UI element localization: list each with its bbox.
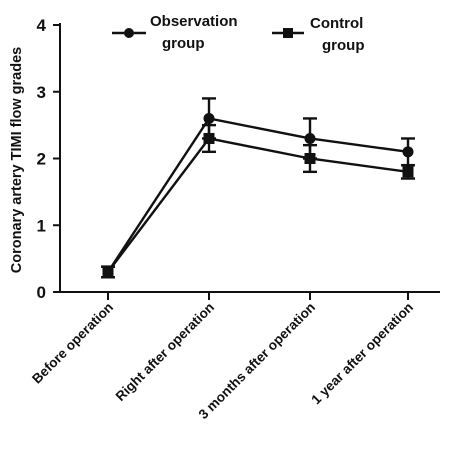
legend-item-observation: Observation group <box>112 13 238 52</box>
data-point-circle <box>304 132 316 144</box>
legend-item-control: Control group <box>272 15 365 54</box>
y-axis-label: Coronary artery TIMI flow grades <box>9 47 25 273</box>
x-tick-label: Before operation <box>29 300 116 387</box>
y-tick-label: 4 <box>37 16 47 35</box>
series-line-control <box>107 137 409 273</box>
legend-label-observation: Observation group <box>150 13 238 52</box>
legend-marker-circle-icon <box>124 28 134 38</box>
data-point-square <box>402 166 414 178</box>
data-point-circle <box>402 146 414 158</box>
series-line-observation <box>106 117 409 273</box>
x-tick-label: Right after operation <box>113 300 217 404</box>
data-point-square <box>304 153 316 164</box>
y-tick-label: 0 <box>37 283 46 302</box>
legend-label-control: Control group <box>310 15 365 54</box>
data-point-square <box>203 132 215 144</box>
data-point-circle <box>203 112 215 124</box>
y-tick-label: 3 <box>37 83 46 102</box>
y-tick-label: 1 <box>37 216 46 235</box>
data-point-square <box>102 266 114 278</box>
legend-marker-square-icon <box>283 28 293 38</box>
legend: Observation group Control group <box>112 13 365 54</box>
x-tick-label: 3 months after operation <box>196 300 319 423</box>
x-tick-label: 1 year after operation <box>308 300 416 408</box>
y-tick-label: 2 <box>37 150 46 169</box>
